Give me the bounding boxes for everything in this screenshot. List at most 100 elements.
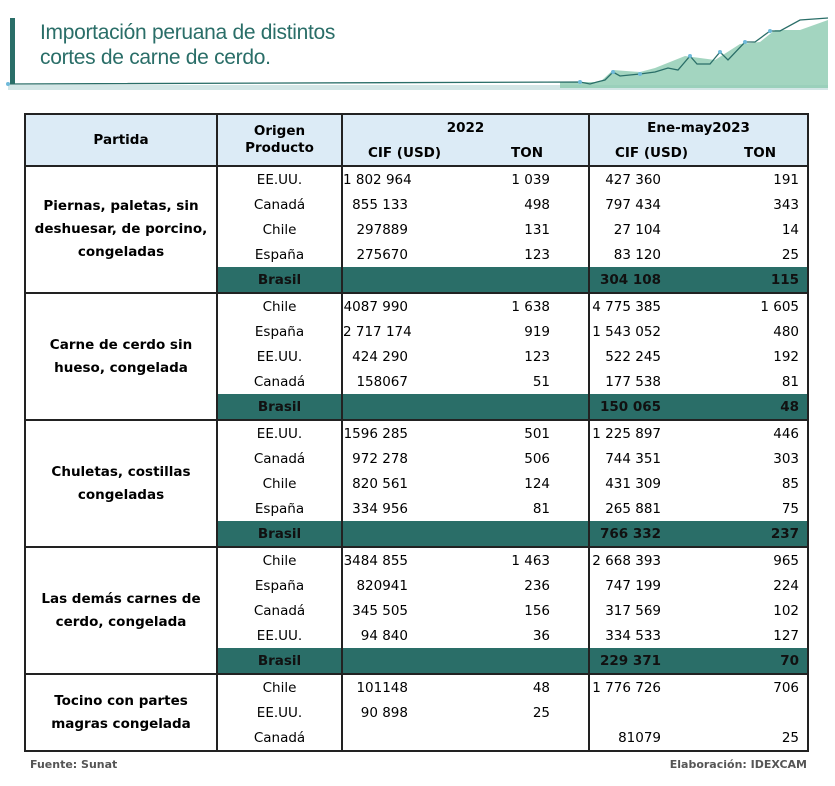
cif-2022-cell: 345 505: [341, 598, 466, 623]
cif-2022-cell: [341, 648, 466, 675]
highlight-row: Brasil 304 108 115: [25, 267, 810, 294]
origen-cell: EE.UU.: [216, 344, 342, 369]
table-row: España 2 717 174 919 1 543 052 480: [25, 319, 810, 344]
origen-cell: Chile: [216, 471, 342, 496]
ton-2022-cell: 1 638: [466, 292, 590, 319]
ton-2022-cell: 919: [524, 323, 551, 340]
origen-cell: Brasil: [216, 648, 342, 675]
ton-2022-cell: 498: [524, 196, 551, 213]
origen-cell: Brasil: [216, 521, 342, 548]
cif-2023-cell: 747 199: [588, 573, 714, 598]
ton-2023-cell: 192: [713, 344, 810, 369]
cif-2022-cell: 275670: [341, 242, 466, 267]
ton-2022-cell: 506: [524, 450, 551, 467]
ton-2022-cell: 156: [524, 602, 551, 619]
partida-cell: Carne de cerdo sin hueso, congelada: [24, 292, 218, 421]
table-row: Tocino con partes magras congelada Chile 1…: [24, 673, 810, 752]
ton-2023-cell: 25: [713, 242, 810, 267]
table-row: Canadá 345 505 156 317 569 102: [25, 598, 810, 623]
ton-2023-cell: 102: [713, 598, 810, 623]
table-row: Chile 820 561 124 431 309 85: [25, 471, 810, 496]
ton-2022-cell: [466, 521, 590, 548]
table-row: Chile 297889 131 27 104 14: [25, 217, 810, 242]
origen-cell: Chile: [216, 546, 342, 573]
ton-2022-cell: [466, 648, 590, 675]
cif-2023-cell: 797 434: [588, 192, 714, 217]
ton-2022-cell: 501: [466, 419, 590, 446]
origen-cell: Chile: [216, 292, 342, 319]
cif-2022-cell: 101148: [341, 673, 466, 700]
origen-cell: EE.UU.: [216, 700, 342, 725]
cif-2023-cell: 427 360: [588, 165, 714, 192]
highlight-row: Brasil 150 065 48: [25, 394, 810, 421]
partida-cell: Las demás carnes de cerdo, congelada: [24, 546, 218, 675]
origen-cell: Canadá: [216, 446, 342, 471]
cif-2022-cell: 158067: [341, 369, 466, 394]
origen-cell: Canadá: [216, 598, 342, 623]
table-row: EE.UU. 94 840 36 334 533 127: [25, 623, 810, 648]
header-ton-2023: TON: [713, 140, 810, 166]
origen-cell: España: [216, 496, 342, 521]
decorative-line-chart-icon: [6, 17, 829, 90]
ton-2022-cell: 123: [524, 246, 551, 263]
page-title: Importación peruana de distintos cortes …: [40, 20, 335, 70]
ton-2022-cell: [466, 267, 590, 294]
origen-cell: España: [216, 319, 342, 344]
cif-2022-cell: 820941: [341, 573, 466, 598]
partida-cell: Tocino con partes magras congelada: [24, 673, 218, 752]
ton-2022-cell: 124: [524, 475, 551, 492]
ton-2023-cell: 191: [713, 165, 810, 192]
cif-2023-cell: 431 309: [588, 471, 714, 496]
cif-2023-cell: 766 332: [588, 521, 714, 548]
cif-2023-cell: 2 668 393: [588, 546, 714, 573]
table-row: Las demás carnes de cerdo, congelada Chil…: [24, 546, 810, 675]
ton-2022-cell: 81: [532, 500, 551, 517]
partida-cell: Chuletas, costillas congeladas: [24, 419, 218, 548]
origen-cell: Canadá: [216, 192, 342, 217]
header-origen: Origen Producto: [216, 113, 343, 167]
cif-2023-cell: 1 225 897: [588, 419, 714, 446]
ton-2022-cell: 1 463: [466, 546, 590, 573]
ton-2023-cell: 706: [713, 673, 810, 700]
origen-cell: Chile: [216, 673, 342, 700]
origen-cell: EE.UU.: [216, 623, 342, 648]
origen-cell: Brasil: [216, 267, 342, 294]
origen-cell: España: [216, 242, 342, 267]
table-row: Carne de cerdo sin hueso, congelada Chile…: [24, 292, 810, 421]
ton-2023-cell: 115: [713, 267, 810, 294]
cif-2023-cell: 177 538: [588, 369, 714, 394]
table-row: EE.UU. 90 898 25: [25, 700, 810, 725]
header-cif-2022: CIF (USD): [341, 140, 466, 166]
table-row: Piernas, paletas, sin deshuesar, de porc…: [24, 165, 810, 294]
imports-table: Partida Origen Producto 2022 Ene-may2023…: [24, 113, 810, 752]
table-row: España 820941 236 747 199 224: [25, 573, 810, 598]
highlight-row: Brasil 766 332 237: [25, 521, 810, 548]
cif-2022-cell: 297889: [341, 217, 466, 242]
cif-2023-cell: 4 775 385: [588, 292, 714, 319]
ton-2023-cell: 85: [713, 471, 810, 496]
table-row: Canadá 158067 51 177 538 81: [25, 369, 810, 394]
ton-2023-cell: 25: [713, 725, 810, 752]
cif-2023-cell: 81079: [588, 725, 714, 752]
cif-2023-cell: 304 108: [588, 267, 714, 294]
cif-2023-cell: 317 569: [588, 598, 714, 623]
origen-cell: Chile: [216, 217, 342, 242]
origen-cell: España: [216, 573, 342, 598]
cif-2022-cell: 94 840: [341, 623, 466, 648]
cif-2023-cell: 744 351: [588, 446, 714, 471]
table-row: Canadá 81079 25: [25, 725, 810, 752]
ton-2023-cell: 81: [713, 369, 810, 394]
ton-2022-cell: [466, 394, 590, 421]
cif-2022-cell: 3484 855: [341, 546, 466, 573]
ton-2023-cell: 446: [713, 419, 810, 446]
partida-cell: Piernas, paletas, sin deshuesar, de porc…: [24, 165, 218, 294]
cif-2023-cell: 1 776 726: [588, 673, 714, 700]
ton-2023-cell: 343: [713, 192, 810, 217]
origen-cell: Canadá: [216, 725, 342, 752]
ton-2023-cell: 14: [713, 217, 810, 242]
header-year-2022: 2022: [340, 113, 591, 140]
cif-2023-cell: 150 065: [588, 394, 714, 421]
table-row: Canadá 855 133 498 797 434 343: [25, 192, 810, 217]
title-line-1: Importación peruana de distintos: [40, 21, 336, 44]
ton-2022-cell: [466, 725, 590, 752]
